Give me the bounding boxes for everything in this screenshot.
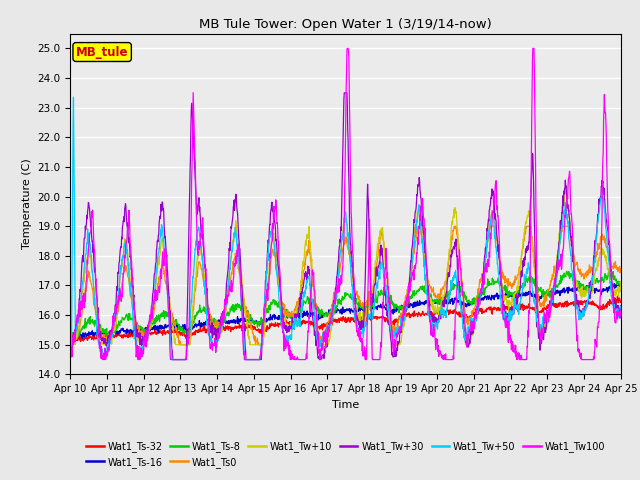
Wat1_Tw+10 bbox=[250, 342, 258, 348]
Wat1_Ts-16 bbox=[79, 336, 86, 341]
Wat1_Ts-32 bbox=[431, 310, 439, 316]
Wat1_Tw100 bbox=[175, 357, 183, 362]
Wat1_Ts0 bbox=[552, 264, 560, 270]
Text: MB_tule: MB_tule bbox=[76, 46, 129, 59]
Wat1_Tw100 bbox=[250, 357, 258, 362]
Wat1_Ts-8 bbox=[70, 340, 78, 346]
Wat1_Ts-16 bbox=[67, 333, 74, 338]
Line: Wat1_Tw100: Wat1_Tw100 bbox=[70, 48, 621, 360]
Wat1_Tw+50 bbox=[189, 270, 197, 276]
Line: Wat1_Tw+50: Wat1_Tw+50 bbox=[70, 97, 621, 360]
Wat1_Tw+30 bbox=[189, 131, 197, 136]
Wat1_Ts-32 bbox=[251, 326, 259, 332]
Wat1_Ts0 bbox=[251, 337, 259, 343]
Wat1_Ts0 bbox=[189, 307, 197, 312]
Wat1_Ts0 bbox=[504, 286, 511, 291]
Wat1_Tw+50 bbox=[552, 278, 560, 284]
Line: Wat1_Ts-8: Wat1_Ts-8 bbox=[70, 271, 621, 343]
Wat1_Ts-16 bbox=[504, 292, 511, 298]
Wat1_Tw+30 bbox=[251, 357, 259, 362]
Line: Wat1_Tw+10: Wat1_Tw+10 bbox=[70, 185, 621, 345]
Wat1_Ts-8 bbox=[617, 285, 625, 290]
Wat1_Tw+30 bbox=[67, 343, 74, 348]
Wat1_Tw+50 bbox=[70, 94, 77, 100]
Wat1_Ts-16 bbox=[617, 283, 625, 288]
Wat1_Tw+30 bbox=[432, 320, 440, 325]
Wat1_Ts-32 bbox=[67, 334, 74, 339]
Wat1_Ts-8 bbox=[552, 282, 559, 288]
Line: Wat1_Ts-16: Wat1_Ts-16 bbox=[70, 284, 621, 338]
Wat1_Tw+30 bbox=[617, 303, 625, 309]
Wat1_Ts-16 bbox=[189, 325, 197, 331]
Wat1_Tw+10 bbox=[67, 342, 74, 348]
Wat1_Ts0 bbox=[414, 223, 422, 229]
Wat1_Ts0 bbox=[432, 293, 440, 299]
Line: Wat1_Tw+30: Wat1_Tw+30 bbox=[70, 93, 621, 360]
Wat1_Ts-32 bbox=[176, 329, 184, 335]
X-axis label: Time: Time bbox=[332, 400, 359, 409]
Wat1_Tw100 bbox=[189, 118, 196, 124]
Title: MB Tule Tower: Open Water 1 (3/19/14-now): MB Tule Tower: Open Water 1 (3/19/14-now… bbox=[199, 18, 492, 31]
Wat1_Ts-16 bbox=[611, 281, 618, 287]
Wat1_Tw+30 bbox=[504, 311, 511, 316]
Wat1_Tw+50 bbox=[617, 305, 625, 311]
Wat1_Tw100 bbox=[344, 46, 351, 51]
Wat1_Ts-32 bbox=[552, 301, 559, 307]
Wat1_Tw100 bbox=[552, 273, 559, 278]
Wat1_Ts-8 bbox=[67, 339, 74, 345]
Wat1_Ts-8 bbox=[504, 289, 511, 295]
Wat1_Ts-8 bbox=[189, 320, 197, 325]
Wat1_Ts-8 bbox=[176, 326, 184, 332]
Wat1_Ts0 bbox=[176, 342, 184, 348]
Wat1_Tw+50 bbox=[168, 357, 176, 362]
Wat1_Tw+10 bbox=[562, 182, 570, 188]
Wat1_Ts-8 bbox=[251, 321, 259, 327]
Line: Wat1_Ts0: Wat1_Ts0 bbox=[70, 226, 621, 345]
Wat1_Tw+50 bbox=[252, 357, 259, 362]
Wat1_Ts-8 bbox=[431, 299, 439, 304]
Wat1_Tw100 bbox=[67, 357, 74, 362]
Wat1_Ts-32 bbox=[504, 304, 511, 310]
Wat1_Ts-32 bbox=[614, 293, 621, 299]
Wat1_Tw+10 bbox=[189, 303, 196, 309]
Wat1_Tw+30 bbox=[169, 357, 177, 362]
Legend: Wat1_Ts-32, Wat1_Ts-16, Wat1_Ts-8, Wat1_Ts0, Wat1_Tw+10, Wat1_Tw+30, Wat1_Tw+50,: Wat1_Ts-32, Wat1_Ts-16, Wat1_Ts-8, Wat1_… bbox=[82, 437, 609, 472]
Wat1_Tw+30 bbox=[340, 90, 348, 96]
Wat1_Tw100 bbox=[431, 337, 439, 343]
Wat1_Tw+50 bbox=[504, 315, 511, 321]
Wat1_Ts-16 bbox=[176, 324, 184, 329]
Wat1_Tw+30 bbox=[176, 357, 184, 362]
Wat1_Tw+10 bbox=[617, 288, 625, 294]
Wat1_Ts-16 bbox=[431, 299, 439, 305]
Y-axis label: Temperature (C): Temperature (C) bbox=[22, 158, 32, 250]
Wat1_Ts-8 bbox=[563, 268, 570, 274]
Wat1_Tw+10 bbox=[431, 308, 439, 314]
Wat1_Ts-32 bbox=[189, 330, 197, 336]
Wat1_Ts0 bbox=[617, 266, 625, 272]
Wat1_Tw+10 bbox=[552, 272, 559, 278]
Wat1_Ts-32 bbox=[617, 299, 625, 304]
Wat1_Tw100 bbox=[504, 318, 511, 324]
Wat1_Ts-16 bbox=[251, 320, 259, 325]
Wat1_Tw100 bbox=[617, 309, 625, 314]
Wat1_Ts-16 bbox=[552, 289, 559, 295]
Wat1_Tw+30 bbox=[552, 271, 560, 277]
Wat1_Ts0 bbox=[67, 342, 75, 348]
Wat1_Ts0 bbox=[67, 339, 74, 345]
Line: Wat1_Ts-32: Wat1_Ts-32 bbox=[70, 296, 621, 341]
Wat1_Tw+10 bbox=[175, 342, 183, 348]
Wat1_Tw+50 bbox=[177, 357, 184, 362]
Wat1_Tw+50 bbox=[67, 355, 74, 361]
Wat1_Tw+10 bbox=[503, 302, 511, 308]
Wat1_Ts-32 bbox=[77, 338, 84, 344]
Wat1_Tw+50 bbox=[432, 322, 440, 327]
